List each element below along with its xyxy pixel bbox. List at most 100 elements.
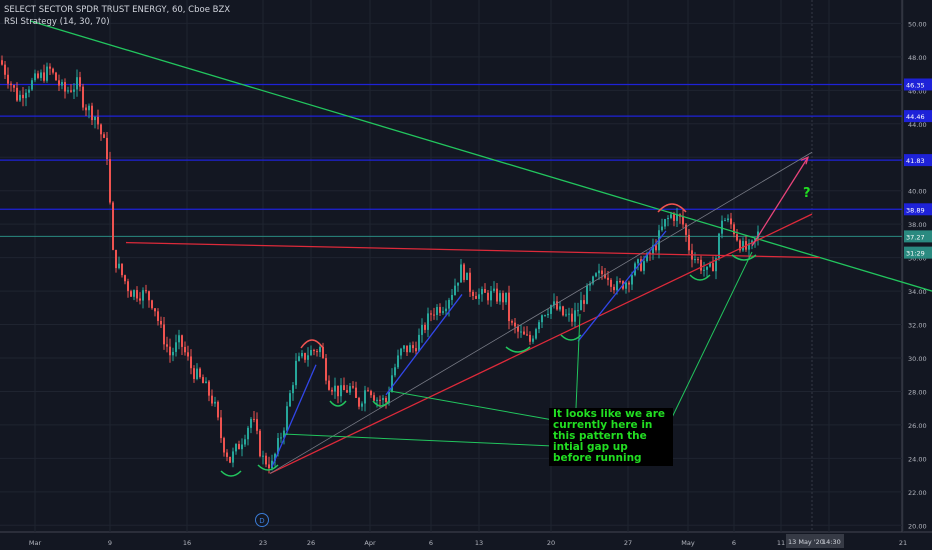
candle-body	[532, 338, 534, 342]
candle-body	[130, 291, 132, 297]
indicator-label[interactable]: RSI Strategy (14, 30, 70)	[4, 17, 110, 27]
candle-body	[655, 245, 657, 251]
candle-body	[664, 219, 666, 227]
candle	[613, 284, 615, 294]
price-label-box	[904, 203, 932, 216]
candle-body	[583, 300, 585, 304]
candle-body	[58, 80, 60, 86]
y-tick-label: 36.00	[908, 255, 927, 263]
candle-body	[559, 306, 561, 310]
candle-body	[604, 274, 606, 278]
candle	[259, 429, 261, 458]
candle	[460, 258, 462, 283]
event-marker	[255, 513, 269, 527]
candle	[523, 326, 525, 335]
candle-body	[169, 346, 171, 356]
candle	[67, 86, 69, 94]
callout-line	[575, 313, 581, 409]
callout-line	[389, 390, 554, 421]
candle	[34, 69, 36, 83]
candle	[475, 291, 477, 300]
candle	[355, 381, 357, 399]
candle	[349, 383, 351, 395]
candle	[430, 310, 432, 322]
candle-body	[700, 259, 702, 271]
y-tick-label: 48.00	[908, 54, 927, 62]
annotation-note[interactable]: It looks like we are currently here in t…	[549, 408, 673, 466]
candle-body	[388, 391, 390, 403]
candle	[289, 389, 291, 407]
candle	[226, 449, 228, 462]
candle-body	[79, 77, 81, 87]
candle-body	[406, 345, 408, 353]
candle	[391, 368, 393, 393]
candle-body	[403, 345, 405, 349]
candle-body	[553, 301, 555, 306]
candle	[169, 338, 171, 363]
candle	[664, 218, 666, 230]
candle-body	[673, 214, 675, 221]
candle-body	[445, 308, 447, 312]
x-tick-label: 27	[624, 539, 632, 547]
candle-body	[121, 263, 123, 276]
candle	[82, 83, 84, 111]
candle	[85, 104, 87, 116]
candle-body	[199, 368, 201, 378]
candle	[112, 201, 114, 251]
candle	[271, 454, 273, 471]
candle-body	[355, 387, 357, 398]
candle	[469, 267, 471, 297]
candle-body	[697, 259, 699, 261]
candle	[37, 70, 39, 80]
candle-body	[685, 224, 687, 235]
callout-line	[663, 251, 753, 435]
candle	[700, 255, 702, 274]
candle	[319, 345, 321, 358]
candle-body	[88, 105, 90, 111]
candle-body	[466, 272, 468, 280]
candle	[733, 222, 735, 238]
x-tick-label: 26	[307, 539, 315, 547]
candle-body	[595, 273, 597, 277]
candle	[406, 345, 408, 356]
candle	[583, 294, 585, 313]
candle-body	[517, 326, 519, 332]
candle-body	[544, 315, 546, 317]
candle-body	[304, 353, 306, 360]
candle	[322, 342, 324, 359]
candle-body	[487, 292, 489, 301]
candle-body	[289, 393, 291, 407]
candle	[652, 238, 654, 260]
candle	[184, 341, 186, 356]
candle	[736, 229, 738, 242]
candle-body	[52, 68, 54, 73]
x-tick-label: May	[681, 539, 695, 547]
candle	[304, 352, 306, 363]
y-tick-label: 34.00	[908, 288, 927, 296]
candle-body	[139, 298, 141, 301]
price-label-text: 38.89	[906, 206, 925, 214]
candle-body	[652, 245, 654, 255]
candle-body	[337, 385, 339, 397]
candle	[250, 416, 252, 434]
candle	[625, 280, 627, 294]
candle-body	[706, 266, 708, 270]
candle	[205, 377, 207, 384]
y-tick-label: 22.00	[908, 489, 927, 497]
y-tick-label: 26.00	[908, 422, 927, 430]
candle-body	[592, 276, 594, 284]
candle	[571, 308, 573, 327]
candle-body	[106, 137, 108, 160]
candle-body	[274, 453, 276, 461]
candle	[307, 347, 309, 367]
candle-body	[253, 418, 255, 420]
candle-body	[265, 455, 267, 465]
candle-body	[397, 355, 399, 368]
candle-body	[142, 290, 144, 301]
y-tick-label: 28.00	[908, 388, 927, 396]
candle	[352, 381, 354, 389]
candle-body	[724, 220, 726, 222]
candle	[10, 81, 12, 92]
candle	[127, 278, 129, 298]
